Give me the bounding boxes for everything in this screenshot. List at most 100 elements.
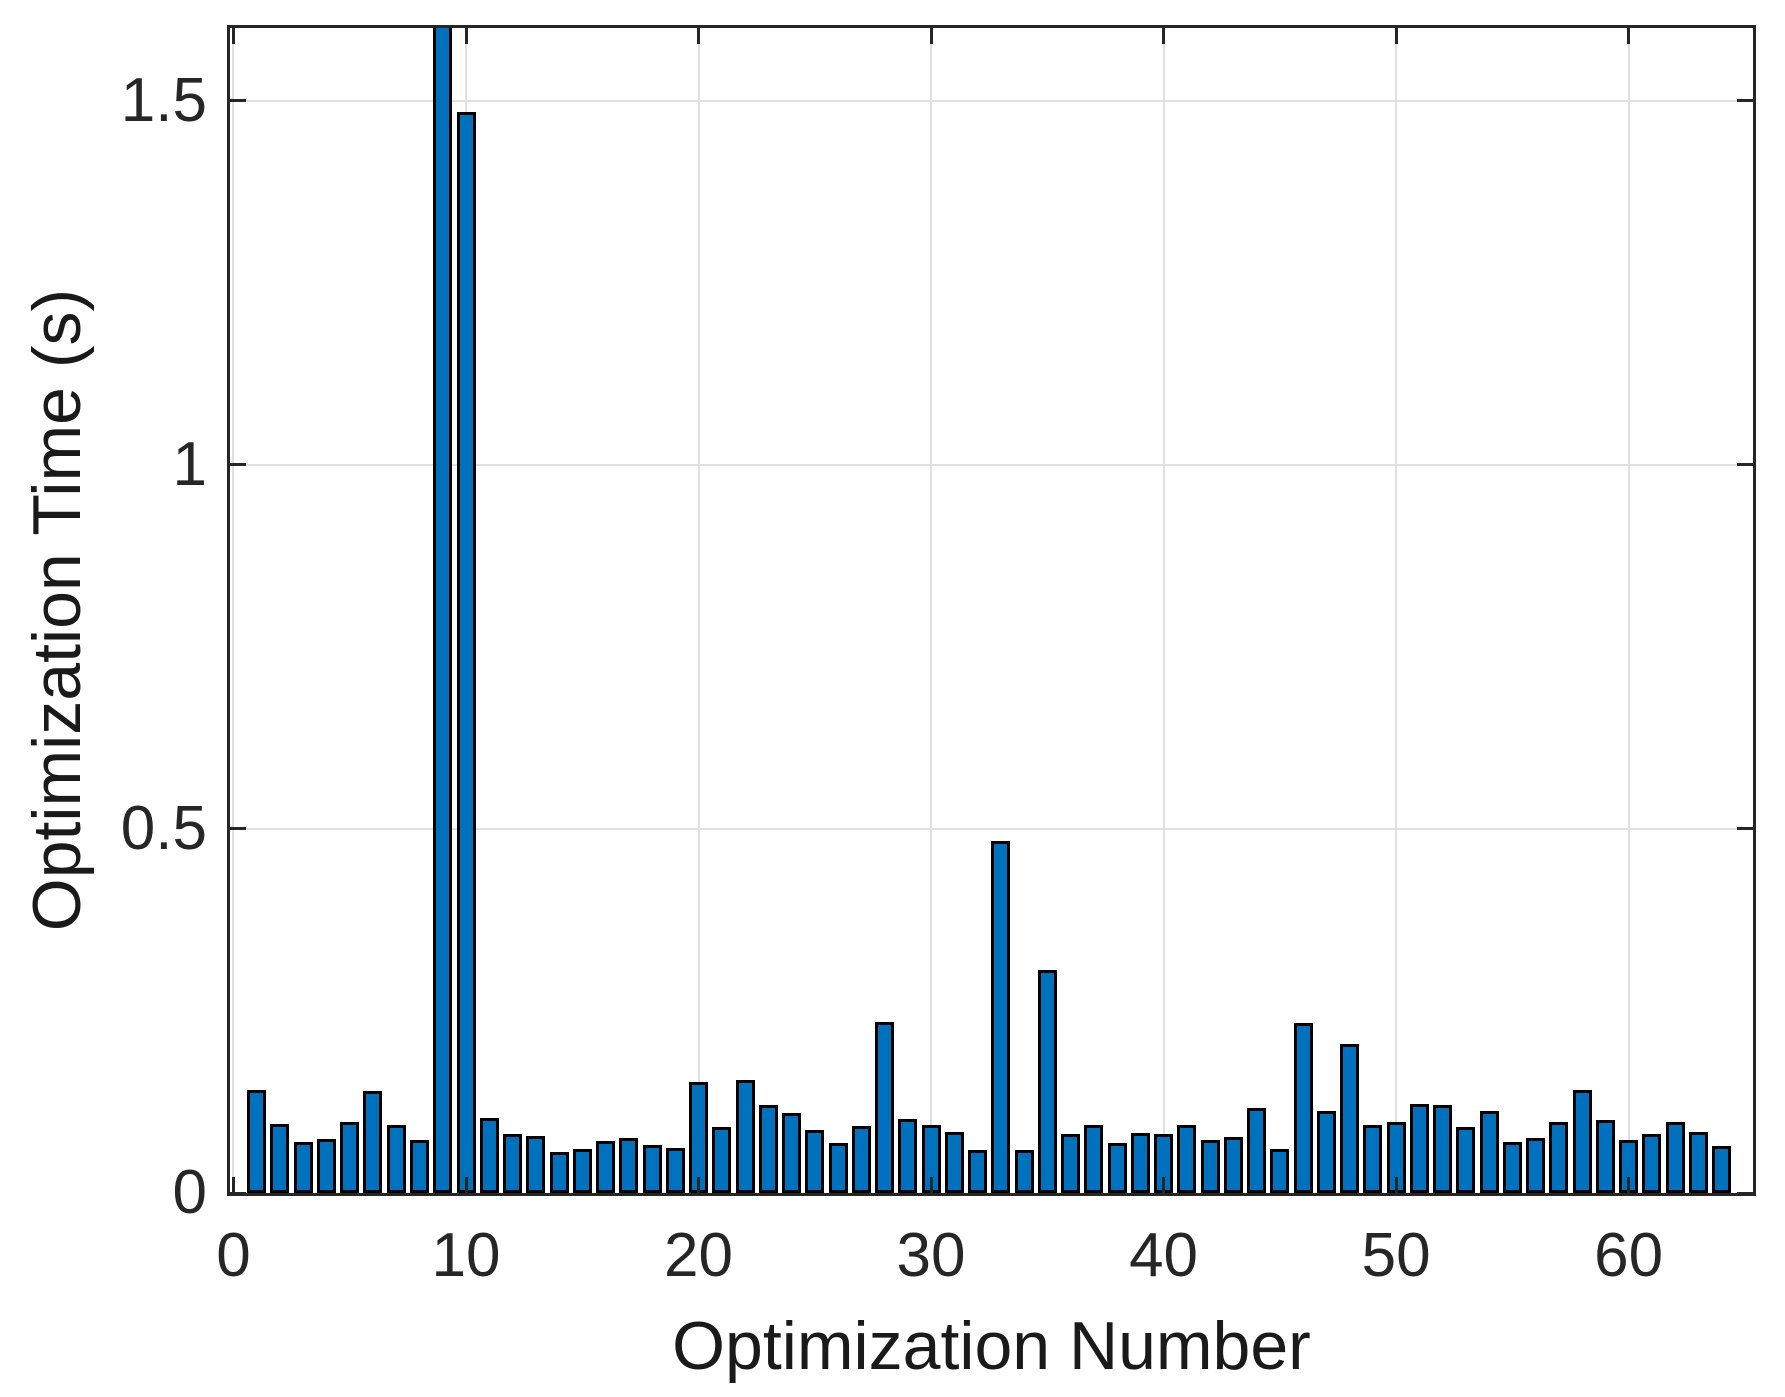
- tick-x-bottom-60: [1627, 1177, 1631, 1193]
- tick-x-top-10: [464, 28, 468, 44]
- xtick-label-10: 10: [431, 1221, 501, 1290]
- bar-41: [1177, 1125, 1196, 1193]
- bar-58: [1573, 1090, 1592, 1193]
- tick-x-top-50: [1394, 28, 1398, 44]
- tick-x-top-60: [1627, 28, 1631, 44]
- ytick-label-0: 0: [172, 1158, 207, 1227]
- tick-x-bottom-40: [1162, 1177, 1166, 1193]
- ytick-label-0.5: 0.5: [120, 793, 207, 863]
- xtick-label-40: 40: [1129, 1221, 1199, 1290]
- xtick-label-60: 60: [1594, 1221, 1664, 1290]
- bar-29: [898, 1119, 917, 1193]
- gridline-x-0: [232, 28, 235, 1193]
- bar-51: [1410, 1104, 1429, 1193]
- x-axis-label: Optimization Number: [672, 1308, 1311, 1384]
- tick-x-bottom-30: [929, 1177, 933, 1193]
- bar-38: [1108, 1143, 1127, 1193]
- bar-28: [875, 1022, 894, 1193]
- bar-33: [991, 841, 1010, 1193]
- bar-11: [480, 1118, 499, 1193]
- bar-42: [1201, 1140, 1220, 1193]
- xtick-label-20: 20: [664, 1221, 733, 1290]
- bar-49: [1363, 1125, 1382, 1193]
- bar-39: [1131, 1133, 1150, 1193]
- bar-36: [1061, 1134, 1080, 1193]
- bar-1: [247, 1090, 266, 1193]
- y-axis-label: Optimization Time (s): [19, 288, 95, 932]
- bar-56: [1526, 1138, 1545, 1193]
- bar-44: [1247, 1108, 1266, 1193]
- bar-19: [666, 1148, 685, 1193]
- tick-y-left-0.5: [230, 827, 246, 831]
- bar-25: [805, 1130, 824, 1193]
- gridline-x-40: [1162, 28, 1165, 1193]
- bar-21: [712, 1127, 731, 1193]
- xtick-label-50: 50: [1361, 1221, 1431, 1290]
- tick-y-left-0: [230, 1191, 246, 1193]
- bar-62: [1666, 1122, 1685, 1193]
- bar-6: [363, 1091, 382, 1193]
- bar-23: [759, 1105, 778, 1193]
- gridline-x-50: [1395, 28, 1398, 1193]
- bar-54: [1480, 1111, 1499, 1193]
- bar-15: [573, 1149, 592, 1193]
- tick-y-right-0.5: [1737, 827, 1753, 831]
- tick-y-left-1: [230, 463, 246, 467]
- bar-47: [1317, 1111, 1336, 1193]
- bar-63: [1689, 1132, 1708, 1193]
- bar-17: [619, 1138, 638, 1193]
- bar-14: [550, 1152, 569, 1193]
- bar-24: [782, 1113, 801, 1193]
- bar-3: [294, 1142, 313, 1193]
- bar-31: [945, 1132, 964, 1193]
- bar-12: [503, 1134, 522, 1193]
- bar-5: [340, 1122, 359, 1193]
- bar-18: [643, 1145, 662, 1193]
- bar-22: [736, 1080, 755, 1193]
- tick-y-left-1.5: [230, 99, 246, 103]
- bar-10: [457, 112, 476, 1193]
- tick-x-top-30: [929, 28, 933, 44]
- bar-57: [1549, 1122, 1568, 1193]
- plot-area: [227, 25, 1756, 1196]
- bar-53: [1456, 1127, 1475, 1193]
- bar-13: [526, 1136, 545, 1193]
- bar-4: [317, 1139, 336, 1193]
- ytick-label-1.5: 1.5: [120, 65, 207, 135]
- tick-x-bottom-10: [464, 1177, 468, 1193]
- bar-32: [968, 1150, 987, 1193]
- bar-48: [1340, 1044, 1359, 1193]
- bar-61: [1642, 1134, 1661, 1193]
- bar-9: [433, 28, 452, 1193]
- bar-52: [1433, 1105, 1452, 1193]
- tick-y-right-1.5: [1737, 99, 1753, 103]
- tick-x-top-40: [1162, 28, 1166, 44]
- bar-43: [1224, 1137, 1243, 1193]
- gridline-x-60: [1627, 28, 1630, 1193]
- bar-45: [1270, 1149, 1289, 1193]
- bar-37: [1084, 1125, 1103, 1193]
- bar-16: [596, 1141, 615, 1193]
- gridline-y-1: [230, 463, 1753, 466]
- gridline-y-1.5: [230, 99, 1753, 102]
- bar-27: [852, 1126, 871, 1193]
- bar-59: [1596, 1120, 1615, 1193]
- bar-8: [410, 1140, 429, 1193]
- bar-46: [1294, 1023, 1313, 1193]
- bar-34: [1015, 1150, 1034, 1193]
- tick-x-bottom-0: [231, 1177, 235, 1193]
- tick-x-top-20: [697, 28, 701, 44]
- tick-x-bottom-20: [697, 1177, 701, 1193]
- tick-y-right-1: [1737, 463, 1753, 467]
- bar-64: [1712, 1146, 1731, 1193]
- tick-x-top-0: [231, 28, 235, 44]
- ytick-label-1: 1: [172, 429, 207, 499]
- gridline-y-0.5: [230, 827, 1753, 830]
- bar-35: [1038, 970, 1057, 1193]
- gridline-x-20: [697, 28, 700, 1193]
- bar-55: [1503, 1142, 1522, 1193]
- xtick-label-30: 30: [896, 1221, 966, 1290]
- xtick-label-0: 0: [216, 1221, 251, 1290]
- tick-y-right-0: [1737, 1191, 1753, 1193]
